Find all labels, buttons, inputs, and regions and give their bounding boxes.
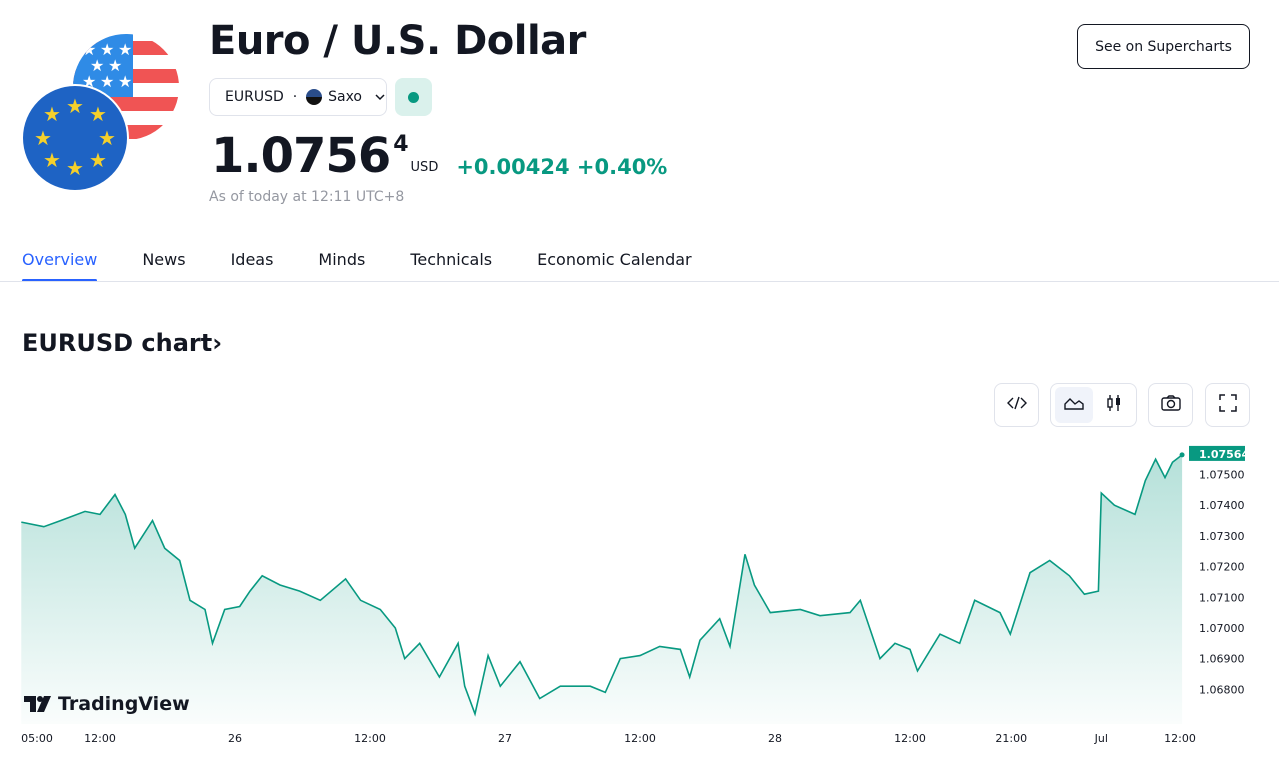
- last-price-badge: [1189, 445, 1245, 461]
- separator: ·: [292, 89, 298, 105]
- chart-style-toggle: [1050, 383, 1137, 427]
- y-tick-label: 1.06800: [1199, 683, 1245, 696]
- svg-text:★: ★: [66, 156, 84, 180]
- y-tick-label: 1.07100: [1199, 591, 1245, 604]
- chart-title: EURUSD chart: [22, 329, 213, 357]
- market-open-status[interactable]: [395, 78, 432, 116]
- x-tick-label: Jul: [1094, 732, 1108, 745]
- page-title: Euro / U.S. Dollar: [209, 18, 586, 64]
- price-last-digit: 4: [393, 132, 409, 157]
- x-tick-label: 12:00: [1164, 732, 1196, 745]
- area-style-button[interactable]: [1054, 387, 1093, 423]
- svg-text:★: ★: [43, 148, 61, 172]
- svg-text:★: ★: [43, 102, 61, 126]
- embed-button[interactable]: [994, 383, 1039, 427]
- x-tick-label: 27: [498, 732, 512, 745]
- exchange-label: Saxo: [328, 89, 362, 105]
- fullscreen-button[interactable]: [1205, 383, 1250, 427]
- y-tick-label: 1.07200: [1199, 561, 1245, 574]
- svg-text:★: ★: [98, 126, 116, 150]
- svg-text:★: ★: [34, 126, 52, 150]
- y-tick-label: 1.07500: [1199, 469, 1245, 482]
- svg-text:★: ★: [108, 56, 122, 75]
- last-price-dot: [1179, 452, 1185, 458]
- chart-title-link[interactable]: EURUSD chart›: [22, 329, 222, 357]
- tab-news[interactable]: News: [142, 250, 186, 269]
- camera-icon: [1160, 394, 1182, 416]
- price-value: 1.0756: [211, 128, 391, 184]
- eu-flag-icon: ★ ★★ ★★★ ★★: [21, 84, 129, 192]
- candle-style-button[interactable]: [1095, 387, 1133, 423]
- price-change: +0.00424 +0.40%: [456, 154, 667, 180]
- x-tick-label: 12:00: [624, 732, 656, 745]
- tradingview-logo-icon: [24, 696, 51, 712]
- currency-pair-flags: ★ ★ ★ ★ ★ ★ ★ ★ ★ ★ ★ ★ ★ ★ ★ ★: [20, 33, 180, 193]
- change-value: +0.00424: [456, 155, 570, 179]
- svg-text:★: ★: [89, 102, 107, 126]
- tab-ideas[interactable]: Ideas: [230, 250, 274, 269]
- tradingview-logo[interactable]: TradingView: [24, 693, 190, 715]
- currency-label: USD: [410, 160, 439, 175]
- us-flag-icon: ★ ★ ★ ★ ★ ★ ★ ★: [73, 34, 179, 140]
- area-chart-icon: [1063, 395, 1085, 415]
- x-tick-label: 21:00: [995, 732, 1027, 745]
- price-row: 1.0756 4 USD +0.00424 +0.40%: [211, 128, 667, 184]
- y-tick-label: 1.07000: [1199, 622, 1245, 635]
- y-tick-label: 1.07300: [1199, 530, 1245, 543]
- tab-bar: Overview News Ideas Minds Technicals Eco…: [22, 250, 737, 282]
- x-tick-label: 12:00: [894, 732, 926, 745]
- tab-economic-calendar[interactable]: Economic Calendar: [537, 250, 692, 269]
- saxo-logo-icon: [306, 89, 323, 105]
- svg-text:★: ★: [118, 40, 132, 59]
- see-on-supercharts-button[interactable]: See on Supercharts: [1077, 24, 1250, 69]
- tab-technicals[interactable]: Technicals: [410, 250, 493, 269]
- tradingview-brand: TradingView: [58, 693, 190, 715]
- price-chart[interactable]: 1.07500 1.07400 1.07300 1.07200 1.07100 1.070…: [0, 440, 1279, 764]
- symbol-label: EURUSD: [225, 89, 284, 105]
- symbol-exchange-selector[interactable]: EURUSD · Saxo: [209, 78, 387, 116]
- status-dot-icon: [408, 91, 419, 103]
- x-tick-label: 12:00: [354, 732, 386, 745]
- price-area-fill: [21, 454, 1183, 724]
- svg-text:★: ★: [89, 148, 107, 172]
- x-tick-label: 05:00: [21, 732, 53, 745]
- fullscreen-icon: [1218, 393, 1238, 417]
- chevron-right-icon: ›: [212, 329, 223, 357]
- svg-text:★: ★: [100, 72, 114, 91]
- tab-minds[interactable]: Minds: [318, 250, 366, 269]
- x-tick-label: 26: [228, 732, 242, 745]
- last-price-label: 1.07564: [1199, 448, 1249, 461]
- timestamp: As of today at 12:11 UTC+8: [209, 189, 405, 205]
- svg-text:★: ★: [118, 72, 132, 91]
- x-tick-label: 12:00: [84, 732, 116, 745]
- candlestick-icon: [1105, 393, 1123, 417]
- svg-text:★: ★: [90, 56, 104, 75]
- divider: [0, 281, 1279, 282]
- change-percent: +0.40%: [576, 155, 668, 179]
- chevron-down-icon: [374, 89, 386, 105]
- tab-overview[interactable]: Overview: [22, 250, 98, 282]
- price-line: [21, 454, 1183, 717]
- x-tick-label: 28: [768, 732, 782, 745]
- svg-text:★: ★: [66, 94, 84, 118]
- y-tick-label: 1.07400: [1199, 499, 1245, 512]
- embed-code-icon: [1006, 395, 1027, 415]
- y-tick-label: 1.06900: [1199, 653, 1245, 666]
- snapshot-button[interactable]: [1148, 383, 1193, 427]
- svg-text:★: ★: [100, 40, 114, 59]
